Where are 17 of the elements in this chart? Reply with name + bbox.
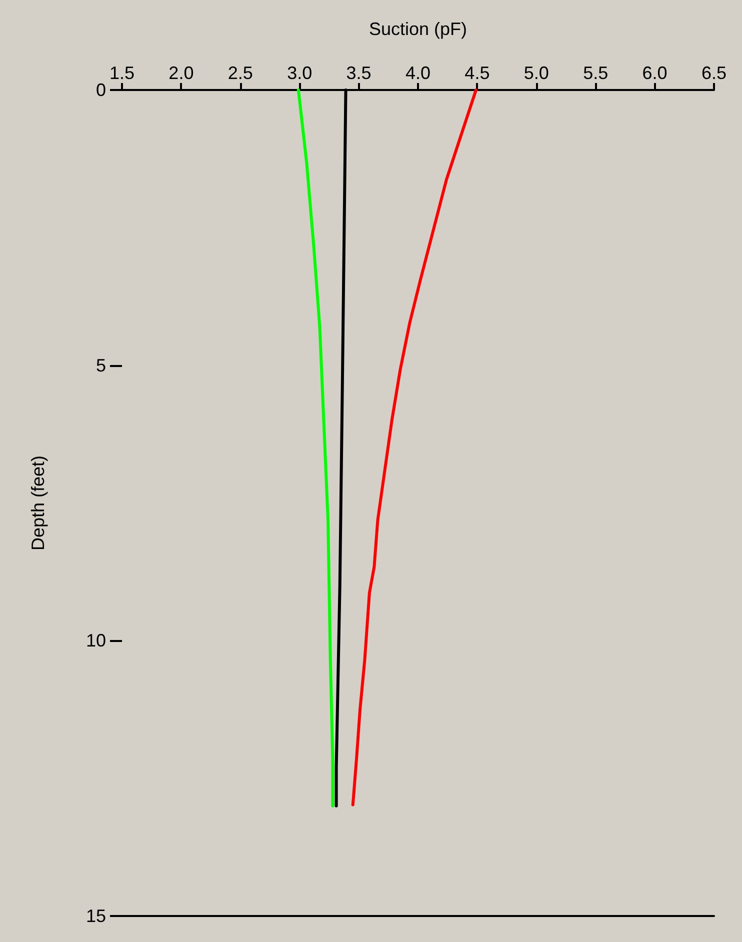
x-tick-label: 5.0 bbox=[524, 63, 549, 83]
x-tick-label: 4.5 bbox=[464, 63, 490, 83]
x-tick-label: 6.5 bbox=[701, 63, 727, 83]
x-tick-label: 2.5 bbox=[228, 63, 253, 83]
y-tick-label: 0 bbox=[96, 80, 106, 100]
y-tick-label: 5 bbox=[96, 355, 106, 376]
x-tick-label: 3.0 bbox=[287, 63, 312, 83]
y-axis-title: Depth (feet) bbox=[28, 455, 48, 551]
x-tick-label: 4.0 bbox=[405, 63, 431, 83]
y-tick-label: 15 bbox=[86, 906, 106, 926]
x-tick-label: 5.5 bbox=[583, 63, 608, 83]
x-tick-label: 1.5 bbox=[109, 63, 135, 83]
x-tick-label: 6.0 bbox=[642, 63, 668, 83]
x-axis-title: Suction (pF) bbox=[368, 19, 468, 39]
x-tick-label: 2.0 bbox=[168, 63, 194, 83]
x-tick-label: 3.5 bbox=[346, 63, 372, 83]
y-tick-label: 10 bbox=[86, 630, 106, 651]
